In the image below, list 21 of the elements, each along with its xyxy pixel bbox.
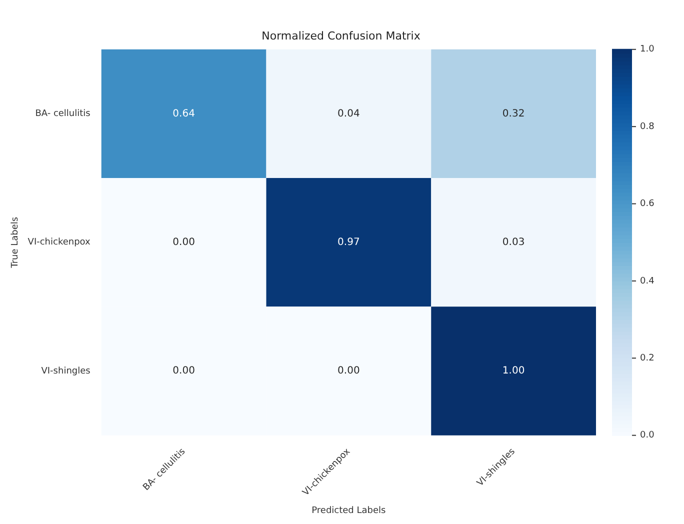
- data-label: 0.04: [338, 108, 360, 120]
- y-tick-label: VI-chickenpox: [28, 238, 92, 248]
- color-bar-label: 0.0: [640, 430, 655, 441]
- data-label: 0.00: [172, 366, 195, 377]
- color-bar-label: 1.0: [640, 44, 655, 55]
- data-label: 0.00: [172, 236, 195, 248]
- data-label: 0.00: [338, 366, 360, 377]
- y-axis-title: True Labels: [10, 216, 21, 269]
- x-axis-title: Predicted Labels: [312, 506, 386, 516]
- color-bar-label: 0.6: [640, 199, 655, 210]
- data-label: 0.64: [172, 108, 195, 120]
- data-label: 0.97: [338, 236, 360, 248]
- data-label: 0.32: [502, 108, 525, 120]
- data-label: 0.03: [502, 236, 525, 248]
- color-bar-label: 0.8: [640, 122, 655, 132]
- color-bar-label: 0.4: [640, 276, 655, 286]
- color-bar-label: 0.2: [640, 353, 654, 364]
- y-tick-label: BA- cellulitis: [35, 109, 91, 120]
- data-label: 1.00: [502, 366, 525, 377]
- y-tick-label: VI-shingles: [41, 366, 91, 376]
- chart-title: Normalized Confusion Matrix: [262, 30, 421, 43]
